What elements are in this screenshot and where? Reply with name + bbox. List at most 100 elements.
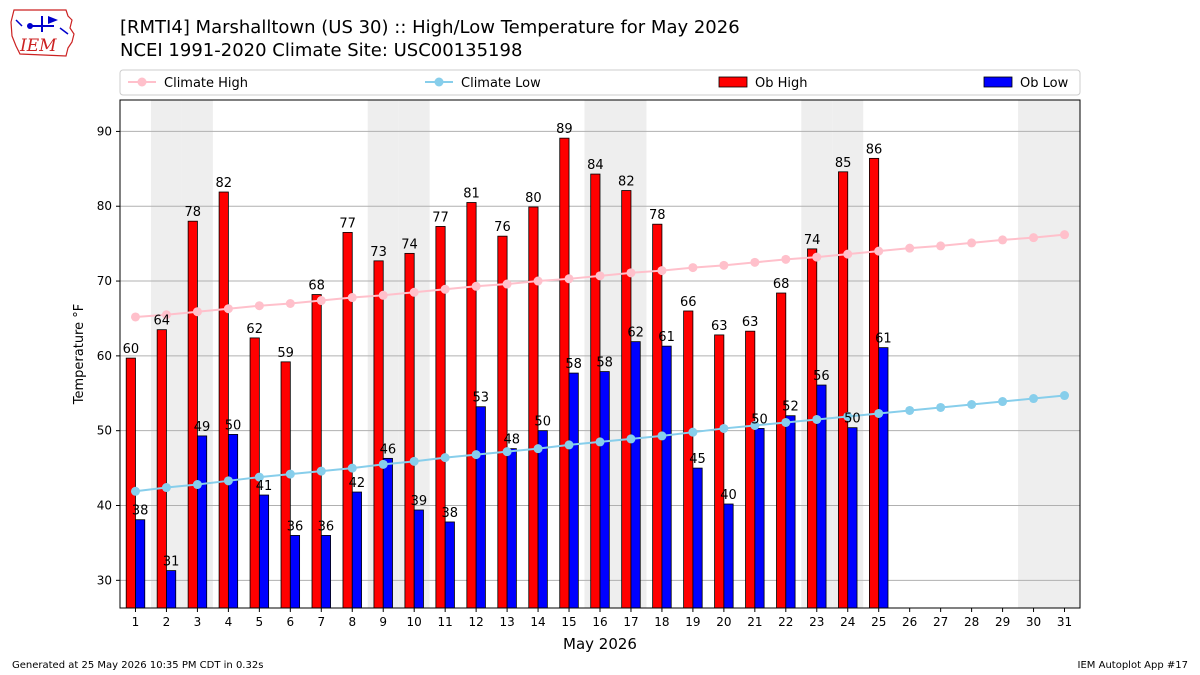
weekend-band	[584, 100, 616, 608]
climate-high-point	[161, 310, 171, 320]
ob-high-bar	[652, 223, 663, 609]
climate-low-point	[812, 414, 822, 424]
x-tick-label: 18	[654, 615, 669, 629]
weekend-band	[398, 100, 430, 608]
ob-high-label: 77	[339, 216, 356, 231]
ob-low-label: 58	[596, 356, 613, 371]
ob-low-label: 42	[349, 476, 366, 491]
ob-low-label: 62	[627, 326, 644, 341]
climate-high-point	[223, 304, 233, 314]
ob-low-bar	[135, 519, 146, 609]
ob-high-label: 68	[308, 279, 325, 294]
x-tick-label: 26	[902, 615, 917, 629]
ob-high-bar	[869, 157, 880, 609]
x-tick-label: 29	[995, 615, 1010, 629]
climate-low-point	[843, 411, 853, 421]
ob-low-bar	[630, 341, 641, 609]
ob-high-bar	[373, 260, 384, 609]
x-axis-label: May 2026	[563, 635, 637, 653]
ob-high-label: 76	[494, 220, 511, 235]
climate-low-point	[533, 444, 543, 454]
x-tick-label: 6	[287, 615, 295, 629]
ob-low-label: 48	[503, 433, 520, 448]
y-tick-label: 30	[97, 573, 112, 587]
climate-high-point	[502, 279, 512, 289]
climate-low-point	[347, 463, 357, 473]
ob-high-label: 66	[680, 295, 697, 310]
x-tick-label: 8	[348, 615, 356, 629]
x-tick-label: 28	[964, 615, 979, 629]
ob-high-bar	[156, 329, 167, 609]
ob-low-label: 38	[442, 506, 459, 521]
climate-low-point	[595, 437, 605, 447]
legend-ob-low-label: Ob Low	[1020, 76, 1069, 91]
generated-timestamp: Generated at 25 May 2026 10:35 PM CDT in…	[12, 660, 264, 671]
ob-low-label: 40	[720, 488, 737, 503]
x-tick-label: 15	[561, 615, 576, 629]
climate-low-point	[657, 431, 667, 441]
x-tick-label: 9	[379, 615, 387, 629]
y-tick-label: 50	[97, 424, 112, 438]
ob-high-bar	[590, 173, 601, 609]
x-tick-label: 24	[840, 615, 855, 629]
ob-low-bar	[320, 535, 331, 609]
ob-low-label: 46	[380, 442, 397, 457]
ob-low-label: 50	[225, 418, 242, 433]
ob-high-bar	[528, 206, 539, 609]
climate-low-point	[502, 447, 512, 457]
climate-low-point	[223, 476, 233, 486]
weekend-band	[1049, 100, 1080, 608]
climate-lines	[130, 230, 1070, 496]
climate-low-point	[130, 486, 140, 496]
ob-low-bar	[661, 345, 672, 609]
x-axis: 1 2 3 4 5 6 7 8 9 10 11 12 13 14 15 16 17 18 19 20 21 22 23 24 2…	[132, 608, 1072, 629]
ob-high-label: 78	[649, 208, 666, 223]
climate-low-point	[254, 472, 264, 482]
x-tick-label: 22	[778, 615, 793, 629]
legend-climate-high-marker	[137, 77, 147, 87]
ob-low-bar	[227, 434, 239, 609]
climate-low-point	[564, 440, 574, 450]
climate-low-point	[719, 423, 729, 433]
ob-high-label: 80	[525, 191, 542, 206]
climate-high-point	[254, 301, 264, 311]
ob-low-bar	[816, 384, 827, 609]
ob-low-label: 52	[782, 400, 799, 415]
x-tick-label: 10	[407, 615, 422, 629]
ob-high-bar	[342, 232, 353, 609]
ob-low-label: 31	[163, 555, 180, 570]
climate-high-point	[905, 243, 915, 253]
ob-high-label: 78	[185, 205, 202, 220]
legend-climate-high-label: Climate High	[164, 76, 248, 91]
climate-high-point	[378, 290, 388, 300]
ob-high-label: 74	[804, 233, 821, 248]
ob-high-bar	[218, 191, 229, 609]
ob-low-label: 41	[256, 479, 273, 494]
ob-high-bar	[435, 226, 446, 609]
ob-high-bar	[714, 334, 725, 609]
y-tick-label: 40	[97, 499, 112, 513]
ob-low-bar	[382, 457, 393, 609]
climate-high-point	[316, 296, 326, 306]
chart-title: [RMTI4] Marshalltown (US 30) :: High/Low…	[120, 17, 740, 38]
ob-low-bar	[599, 371, 610, 609]
weekend-band	[801, 100, 833, 608]
ob-low-label: 50	[844, 412, 861, 427]
legend-box	[119, 69, 1081, 96]
plot-frame	[119, 99, 1081, 609]
ob-high-label: 62	[246, 322, 263, 337]
ob-high-bar	[497, 235, 508, 609]
climate-high-point	[781, 254, 791, 264]
climate-low-point	[471, 450, 481, 460]
climate-high-point	[936, 241, 946, 251]
ob-low-bar	[847, 427, 858, 609]
x-tick-label: 30	[1026, 615, 1041, 629]
ob-low-bar	[444, 521, 455, 609]
ob-low-label: 61	[875, 332, 892, 347]
x-tick-label: 19	[685, 615, 700, 629]
ob-low-bar	[166, 570, 177, 609]
ob-high-label: 82	[618, 175, 635, 190]
weekend-band	[615, 100, 647, 608]
ob-low-bar	[692, 467, 703, 609]
ob-low-bar	[785, 415, 796, 609]
